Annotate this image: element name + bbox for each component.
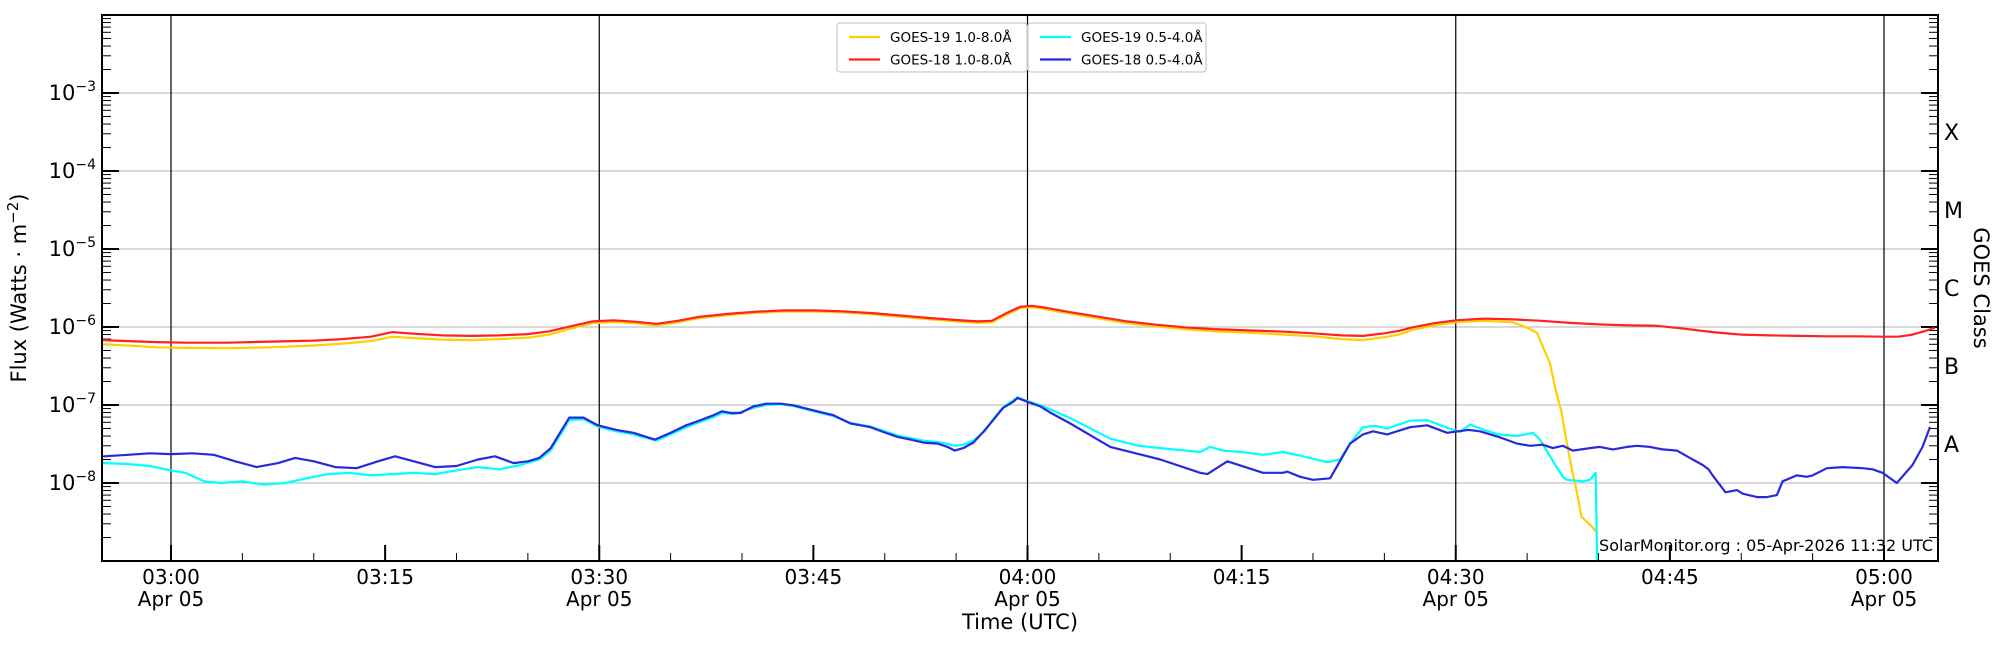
y-tick-label: 10−3 bbox=[49, 79, 96, 105]
goes-class-letter-C: C bbox=[1944, 277, 1959, 302]
legend-label-goes19-short: GOES-19 0.5-4.0Å bbox=[1081, 29, 1203, 46]
goes-class-letter-B: B bbox=[1944, 355, 1959, 380]
x-date-label: Apr 05 bbox=[994, 587, 1060, 611]
legend-label-goes18-short: GOES-18 0.5-4.0Å bbox=[1081, 52, 1203, 69]
y-tick-label: 10−4 bbox=[49, 157, 96, 183]
y-axis-title: Flux (Watts · m−2) bbox=[4, 193, 31, 382]
series-goes19-long-line bbox=[103, 306, 1599, 534]
y-tick-label: 10−5 bbox=[49, 235, 96, 261]
x-tick-label: 03:45 bbox=[785, 565, 843, 589]
y-tick-label: 10−7 bbox=[49, 391, 96, 417]
x-tick-label: 03:00 bbox=[142, 565, 200, 589]
x-date-label: Apr 05 bbox=[1423, 587, 1489, 611]
plot-border bbox=[101, 14, 1939, 562]
legend-box-short bbox=[1027, 22, 1207, 73]
x-date-label: Apr 05 bbox=[1851, 587, 1917, 611]
x-date-label: Apr 05 bbox=[566, 587, 632, 611]
x-tick-label: 05:00 bbox=[1855, 565, 1913, 589]
solarmonitor-annotation: SolarMonitor.org : 05-Apr-2026 11:32 UTC bbox=[1599, 536, 1933, 555]
x-tick-label: 04:30 bbox=[1427, 565, 1485, 589]
y-tick-label: 10−6 bbox=[49, 313, 96, 339]
x-axis-title: Time (UTC) bbox=[961, 610, 1078, 634]
legend-label-goes18-long: GOES-18 1.0-8.0Å bbox=[890, 52, 1012, 69]
x-tick-label: 03:15 bbox=[356, 565, 414, 589]
y-axis-title-right: GOES Class bbox=[1969, 227, 1993, 348]
x-tick-label: 04:00 bbox=[999, 565, 1057, 589]
legend-box-long bbox=[836, 22, 1028, 73]
series-goes18-long-line bbox=[103, 304, 1936, 344]
y-tick-label: 10−8 bbox=[49, 469, 96, 495]
x-tick-label: 04:45 bbox=[1641, 565, 1699, 589]
series-goes18-short-line bbox=[103, 396, 1931, 499]
x-date-label: Apr 05 bbox=[138, 587, 204, 611]
series-goes19-short-line bbox=[103, 396, 1599, 560]
goes-class-letter-X: X bbox=[1944, 121, 1959, 146]
x-tick-label: 03:30 bbox=[570, 565, 628, 589]
legend-label-goes19-long: GOES-19 1.0-8.0Å bbox=[890, 29, 1012, 46]
goes-class-letter-M: M bbox=[1944, 199, 1963, 224]
goes-class-letter-A: A bbox=[1944, 433, 1959, 458]
x-tick-label: 04:15 bbox=[1213, 565, 1271, 589]
